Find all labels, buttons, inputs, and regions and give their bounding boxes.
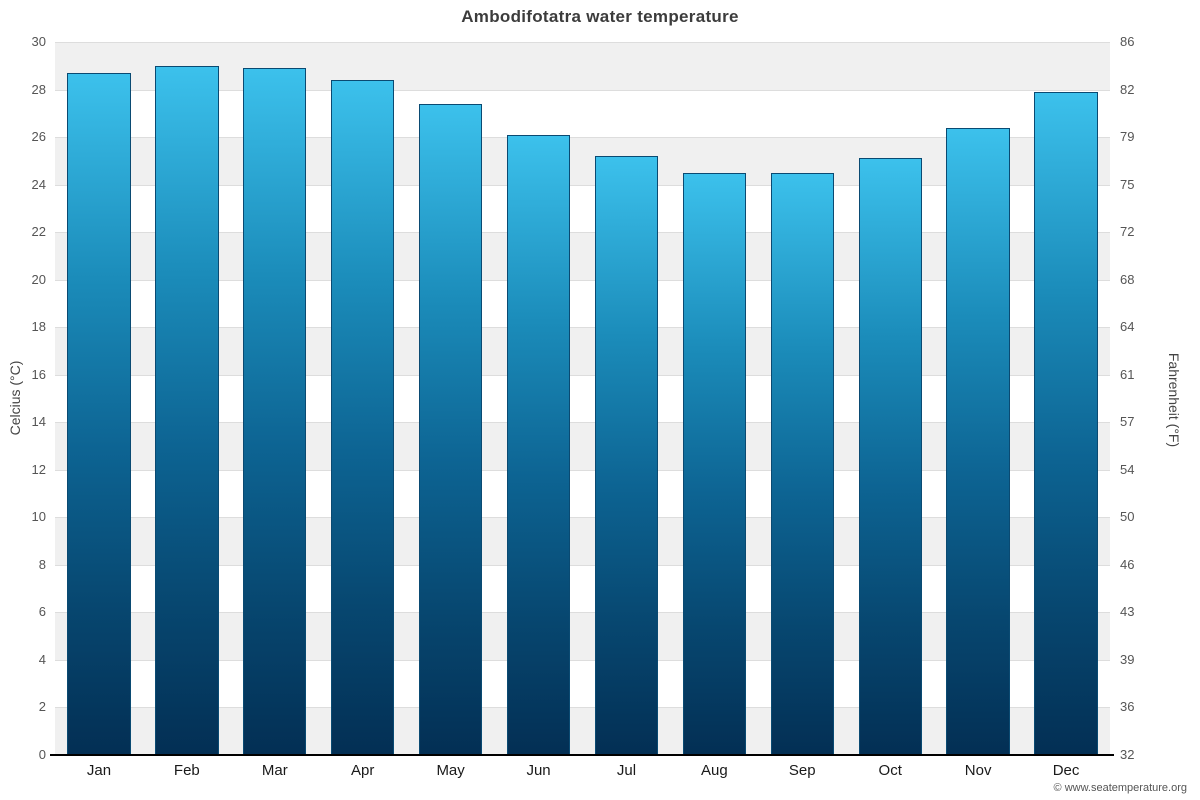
y-tick-left: 2 (38, 699, 46, 715)
x-tick-jan: Jan (86, 762, 112, 779)
chart-title: Ambodifotatra water temperature (461, 7, 739, 26)
bar-sep (770, 172, 834, 755)
gridline (55, 707, 1110, 709)
y-tick-right: 54 (1120, 461, 1135, 477)
bar-aug (682, 172, 747, 755)
bar-jul (594, 156, 659, 755)
grid-band (55, 612, 1110, 660)
y-tick-right: 86 (1120, 34, 1135, 49)
y-tick-right: 82 (1120, 81, 1135, 97)
grid-band (55, 659, 1110, 708)
bar-dec (1034, 91, 1098, 755)
y-tick-left: 24 (31, 176, 46, 192)
y-tick-right: 72 (1120, 224, 1135, 240)
grid-band (55, 517, 1110, 565)
x-tick-apr: Apr (351, 762, 375, 779)
x-tick-dec: Dec (1052, 762, 1080, 779)
y-tick-right: 68 (1120, 271, 1135, 287)
y-tick-left: 6 (38, 604, 46, 620)
bar-feb (155, 65, 219, 755)
gridline (55, 659, 1110, 661)
x-axis-line (50, 754, 1114, 756)
y-tick-right: 50 (1120, 509, 1135, 525)
gridline (55, 612, 1110, 614)
y-tick-left: 0 (38, 747, 46, 762)
gridline (55, 374, 1110, 376)
y-tick-right: 64 (1120, 319, 1135, 335)
y-tick-right: 79 (1120, 129, 1135, 145)
grid-band (55, 184, 1110, 233)
y-tick-right: 36 (1120, 699, 1135, 715)
x-tick-oct: Oct (878, 762, 902, 779)
y-tick-left: 10 (31, 509, 46, 525)
grid-band (55, 89, 1110, 138)
grid-band (55, 374, 1110, 423)
gridline (55, 42, 1110, 43)
gridline (55, 517, 1110, 519)
bar-oct (858, 158, 922, 755)
gridline (55, 327, 1110, 329)
y-tick-left: 26 (31, 129, 46, 145)
gridline (55, 564, 1110, 566)
grid-band (55, 469, 1110, 518)
plot-area (55, 42, 1110, 755)
bar-mar (243, 68, 307, 755)
gridline (55, 422, 1110, 424)
x-tick-jul: Jul (616, 762, 637, 779)
gridline (55, 184, 1110, 186)
grid-band (55, 327, 1110, 375)
bar-may (418, 103, 483, 755)
x-tick-feb: Feb (173, 762, 200, 779)
y-tick-right: 57 (1120, 414, 1135, 430)
y-tick-left: 14 (31, 414, 46, 430)
grid-band (55, 42, 1110, 90)
y-tick-left: 22 (31, 224, 46, 240)
y-tick-right: 39 (1120, 651, 1135, 667)
y-tick-left: 18 (31, 319, 46, 335)
y-tick-left: 16 (31, 366, 46, 382)
gridline (55, 279, 1110, 281)
y-tick-right: 43 (1120, 604, 1135, 620)
grid-band (55, 232, 1110, 280)
grid-band (55, 422, 1110, 470)
y-tick-left: 12 (31, 461, 46, 477)
grid-band (55, 707, 1110, 755)
copyright-link[interactable]: © www.seatemperature.org (1053, 782, 1187, 794)
x-tick-sep: Sep (788, 762, 816, 779)
y-tick-right: 75 (1120, 176, 1135, 192)
gridline (55, 89, 1110, 91)
y-tick-left: 8 (38, 556, 46, 572)
x-tick-may: May (436, 762, 465, 779)
x-tick-mar: Mar (261, 762, 288, 779)
x-tick-aug: Aug (701, 762, 728, 779)
y-tick-left: 30 (31, 34, 46, 49)
x-tick-nov: Nov (964, 762, 992, 779)
y-tick-left: 28 (31, 81, 46, 97)
grid-band (55, 564, 1110, 613)
y-tick-right: 61 (1120, 366, 1135, 382)
y-tick-left: 20 (31, 271, 46, 287)
bar-jun (506, 134, 571, 755)
x-tick-jun: Jun (526, 762, 551, 779)
y-tick-right: 32 (1120, 747, 1135, 762)
gridline (55, 232, 1110, 234)
grid-band (55, 279, 1110, 328)
y-tick-left: 4 (38, 651, 46, 667)
gridline (55, 137, 1110, 139)
bar-apr (331, 80, 395, 755)
gridline (55, 469, 1110, 471)
bar-jan (67, 72, 131, 755)
y-tick-right: 46 (1120, 556, 1135, 572)
y-axis-title-fahrenheit: Fahrenheit (°F) (1166, 352, 1182, 448)
bar-nov (946, 127, 1010, 755)
grid-band (55, 137, 1110, 185)
